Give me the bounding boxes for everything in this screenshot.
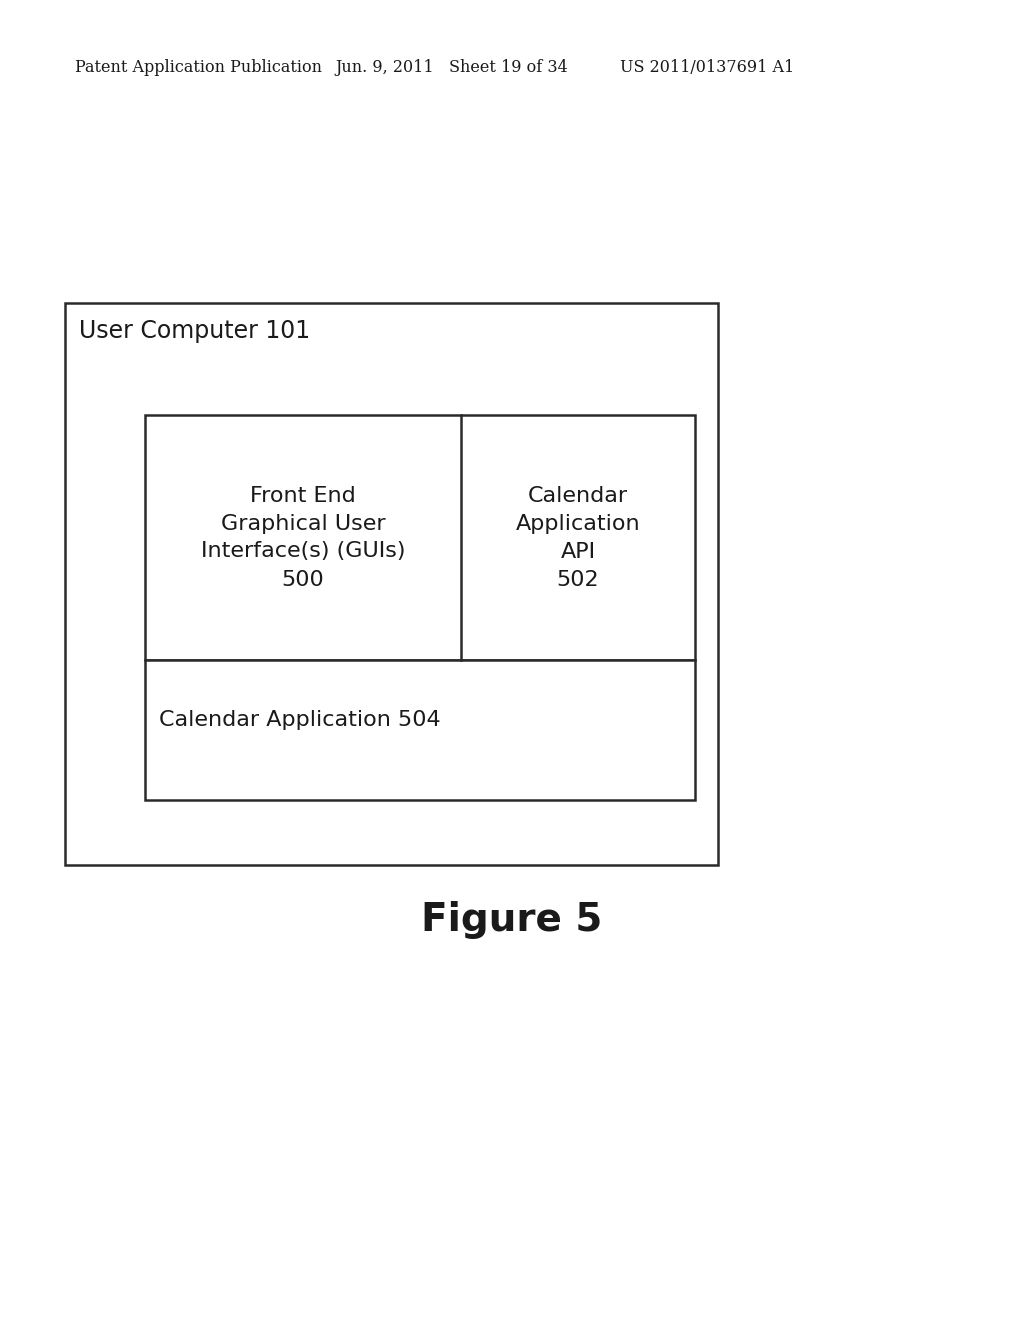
Bar [65, 304, 718, 865]
Text: US 2011/0137691 A1: US 2011/0137691 A1 [620, 59, 795, 77]
Text: Figure 5: Figure 5 [421, 902, 603, 939]
Text: Calendar
Application
API
502: Calendar Application API 502 [516, 486, 640, 590]
Text: Calendar Application 504: Calendar Application 504 [159, 710, 440, 730]
Bar [145, 414, 695, 660]
Text: Front End
Graphical User
Interface(s) (GUIs)
500: Front End Graphical User Interface(s) (G… [201, 486, 406, 590]
Text: User Computer 101: User Computer 101 [79, 319, 310, 343]
Text: Patent Application Publication: Patent Application Publication [75, 59, 322, 77]
Bar [145, 660, 695, 800]
Text: Jun. 9, 2011   Sheet 19 of 34: Jun. 9, 2011 Sheet 19 of 34 [335, 59, 567, 77]
